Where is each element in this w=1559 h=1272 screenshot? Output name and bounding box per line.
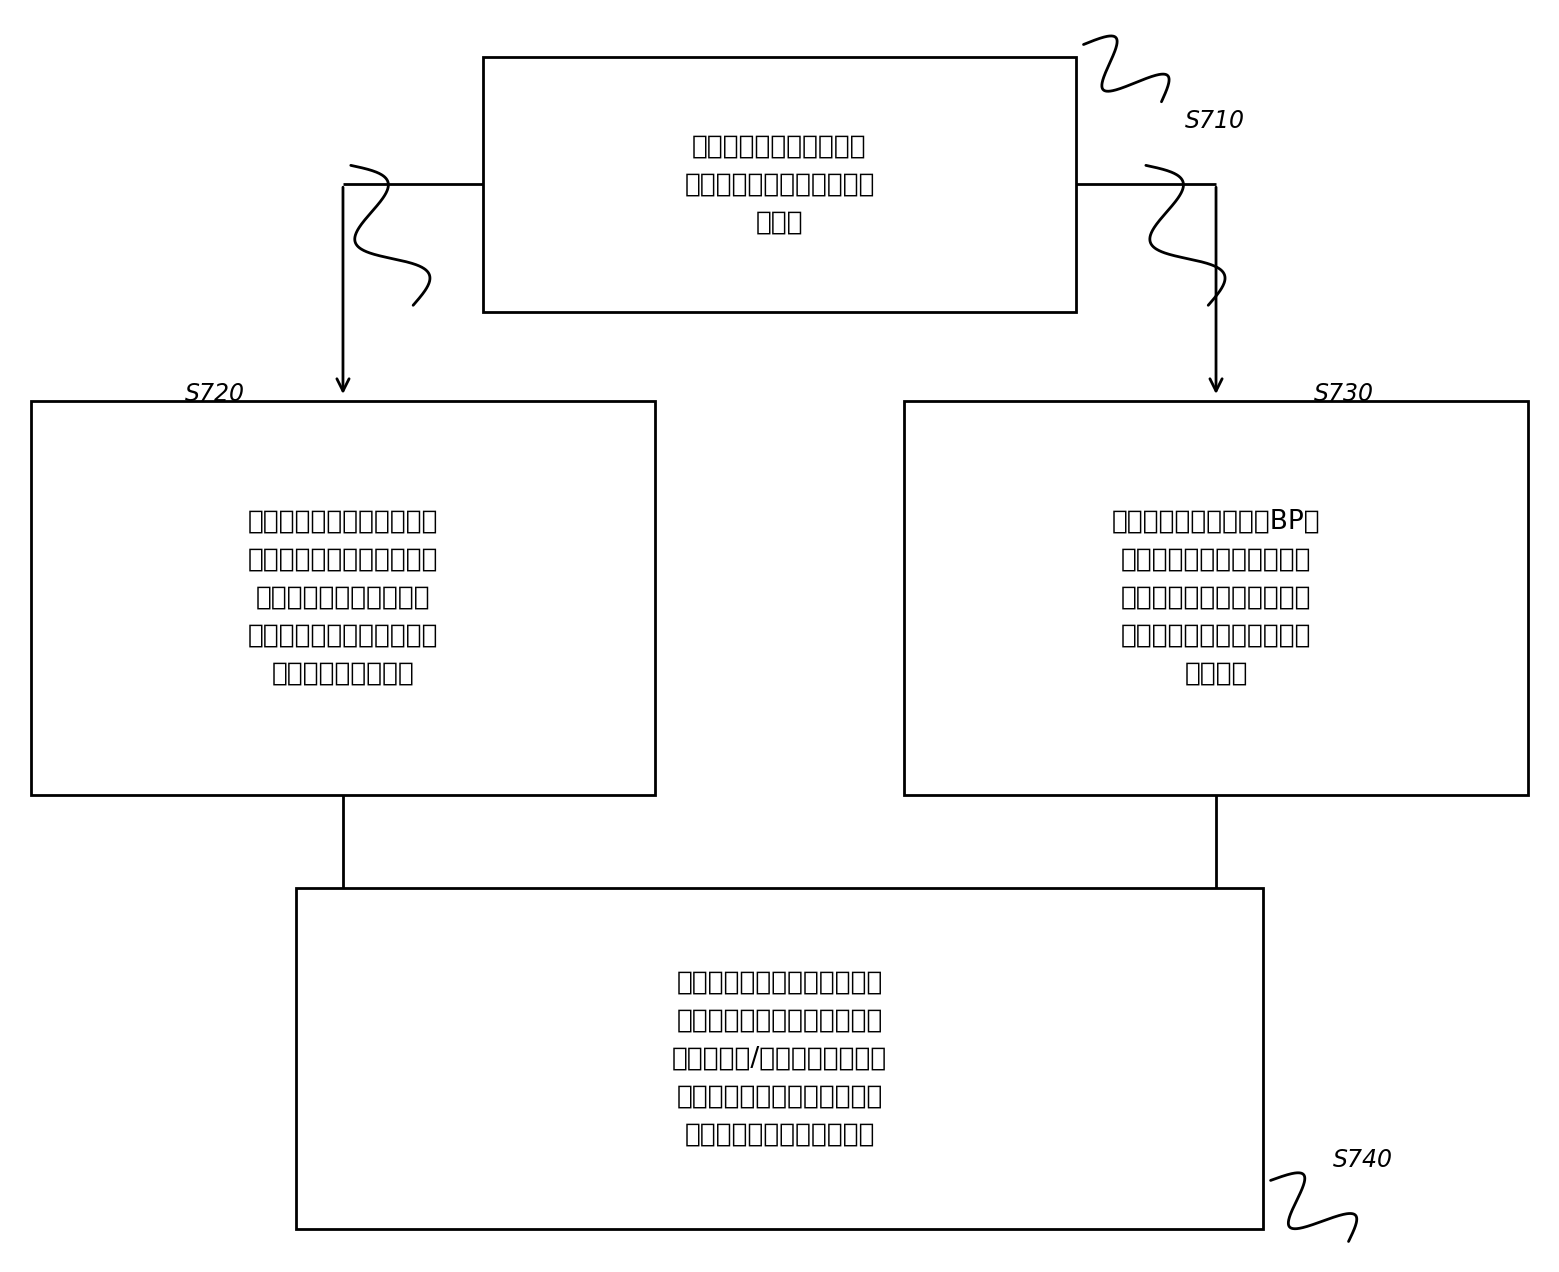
FancyBboxPatch shape: [296, 888, 1263, 1229]
Text: 利用基于混合高斯模型的人
像定位算法，对空调所在房
间的图像信息进行图像处
理，确定空调所在房间的图
像信息中人像的位置: 利用基于混合高斯模型的人 像定位算法，对空调所在房 间的图像信息进行图像处 理，…: [248, 509, 438, 687]
Text: S740: S740: [1333, 1149, 1392, 1172]
Text: 利用基于注意力机制的BP神
经网络的步态识别算法，对
空调所在房间的图像信息中
的人像进行分类，得到人像
分类结果: 利用基于注意力机制的BP神 经网络的步态识别算法，对 空调所在房间的图像信息中 …: [1112, 509, 1320, 687]
Text: 根据空调所在房间的图像信息
中人像的位置，调整空调的送
风方式；和/或，根据空调所在
房间的图像信息中的人像分类
结果，调整空调的工作模式: 根据空调所在房间的图像信息 中人像的位置，调整空调的送 风方式；和/或，根据空调…: [672, 969, 887, 1147]
FancyBboxPatch shape: [483, 57, 1076, 312]
Text: S710: S710: [1185, 109, 1244, 132]
Text: 在空调启动后运行的过程
中，获取空调所在房间的图
像信息: 在空调启动后运行的过程 中，获取空调所在房间的图 像信息: [684, 134, 875, 235]
Text: S730: S730: [1314, 383, 1373, 406]
FancyBboxPatch shape: [31, 401, 655, 795]
Text: S720: S720: [186, 383, 245, 406]
FancyBboxPatch shape: [904, 401, 1528, 795]
